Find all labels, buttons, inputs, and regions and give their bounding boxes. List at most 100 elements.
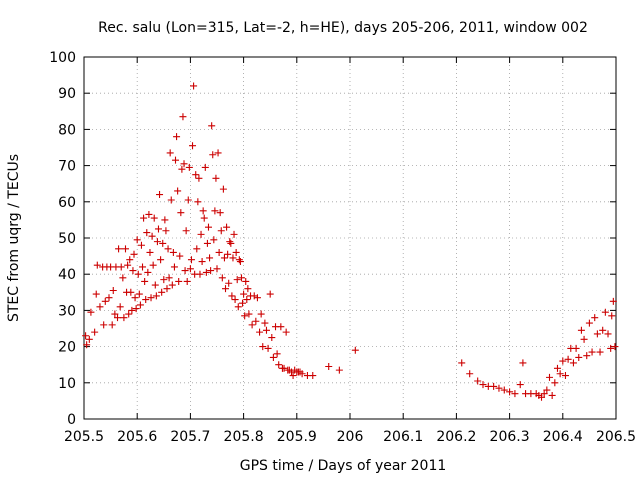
data-point xyxy=(133,236,141,244)
data-point xyxy=(599,326,607,334)
data-point xyxy=(236,258,244,266)
data-point xyxy=(335,366,343,374)
data-point xyxy=(93,261,101,269)
data-point xyxy=(92,290,100,298)
data-point xyxy=(176,252,184,260)
data-point xyxy=(203,239,211,247)
data-point xyxy=(215,248,223,256)
data-point xyxy=(275,361,283,369)
x-tick-label: 206.1 xyxy=(383,429,423,445)
chart-title: Rec. salu (Lon=315, Lat=-2, h=HE), days … xyxy=(98,20,588,36)
data-point xyxy=(195,174,203,182)
data-point xyxy=(538,393,546,401)
data-point xyxy=(561,372,569,380)
data-point xyxy=(156,191,164,199)
data-point xyxy=(250,292,258,300)
data-point xyxy=(193,245,201,253)
data-point xyxy=(309,372,317,380)
data-point xyxy=(245,310,253,318)
y-tick-label: 50 xyxy=(58,231,76,247)
data-point xyxy=(153,238,161,246)
data-point xyxy=(280,364,288,372)
data-point xyxy=(111,310,119,318)
data-point xyxy=(116,303,124,311)
data-point xyxy=(273,350,281,358)
y-tick-label: 40 xyxy=(58,267,76,283)
data-point xyxy=(252,317,260,325)
data-point xyxy=(132,305,140,313)
data-point xyxy=(204,223,212,231)
data-point xyxy=(141,277,149,285)
data-point xyxy=(186,265,194,273)
data-point xyxy=(128,306,136,314)
data-point xyxy=(114,314,122,322)
data-point xyxy=(223,223,231,231)
data-point xyxy=(601,308,609,316)
data-point xyxy=(556,370,564,378)
data-point xyxy=(125,310,133,318)
data-point xyxy=(101,297,109,305)
data-point xyxy=(126,256,134,264)
y-tick-label: 10 xyxy=(58,376,76,392)
data-point xyxy=(240,290,248,298)
data-point xyxy=(226,238,234,246)
y-tick-label: 100 xyxy=(49,50,76,66)
data-point xyxy=(553,364,561,372)
data-point xyxy=(185,163,193,171)
data-point xyxy=(583,352,591,360)
data-point xyxy=(184,196,192,204)
grid xyxy=(84,57,616,419)
data-point xyxy=(229,254,237,262)
data-point xyxy=(149,261,157,269)
data-point xyxy=(474,377,482,385)
data-point xyxy=(259,343,267,351)
data-point xyxy=(151,281,159,289)
data-point xyxy=(559,357,567,365)
data-point xyxy=(577,326,585,334)
data-point xyxy=(160,276,168,284)
data-point xyxy=(158,288,166,296)
y-tick-label: 30 xyxy=(58,303,76,319)
data-point xyxy=(495,384,503,392)
data-point xyxy=(479,381,487,389)
data-point xyxy=(588,348,596,356)
data-point xyxy=(127,288,135,296)
data-point xyxy=(199,207,207,215)
data-point xyxy=(500,386,508,394)
data-point xyxy=(172,156,180,164)
x-tick-label: 206 xyxy=(337,429,364,445)
data-point xyxy=(256,328,264,336)
data-point xyxy=(242,277,250,285)
data-point xyxy=(130,250,138,258)
data-point xyxy=(134,270,142,278)
data-point xyxy=(190,82,198,90)
data-point xyxy=(189,142,197,150)
data-point xyxy=(165,274,173,282)
data-point xyxy=(214,149,222,157)
data-point xyxy=(234,303,242,311)
x-tick-label: 206.3 xyxy=(490,429,530,445)
data-point xyxy=(261,319,269,327)
data-point xyxy=(244,285,252,293)
data-point xyxy=(282,328,290,336)
data-point xyxy=(157,256,165,264)
data-point xyxy=(546,373,553,381)
data-point xyxy=(217,227,225,235)
data-point xyxy=(179,113,187,121)
data-point xyxy=(569,359,577,367)
data-point xyxy=(187,256,195,264)
data-point xyxy=(458,359,466,367)
x-tick-label: 206.2 xyxy=(436,429,476,445)
data-point xyxy=(136,301,144,309)
y-tick-label: 60 xyxy=(58,195,76,211)
data-point xyxy=(197,230,205,238)
data-point xyxy=(248,321,256,329)
x-axis-label: GPS time / Days of year 2011 xyxy=(240,458,447,474)
data-point xyxy=(230,230,238,238)
data-point xyxy=(83,341,91,349)
data-point xyxy=(140,214,148,222)
data-point xyxy=(152,292,160,300)
data-point xyxy=(175,277,183,285)
data-point xyxy=(170,263,178,271)
